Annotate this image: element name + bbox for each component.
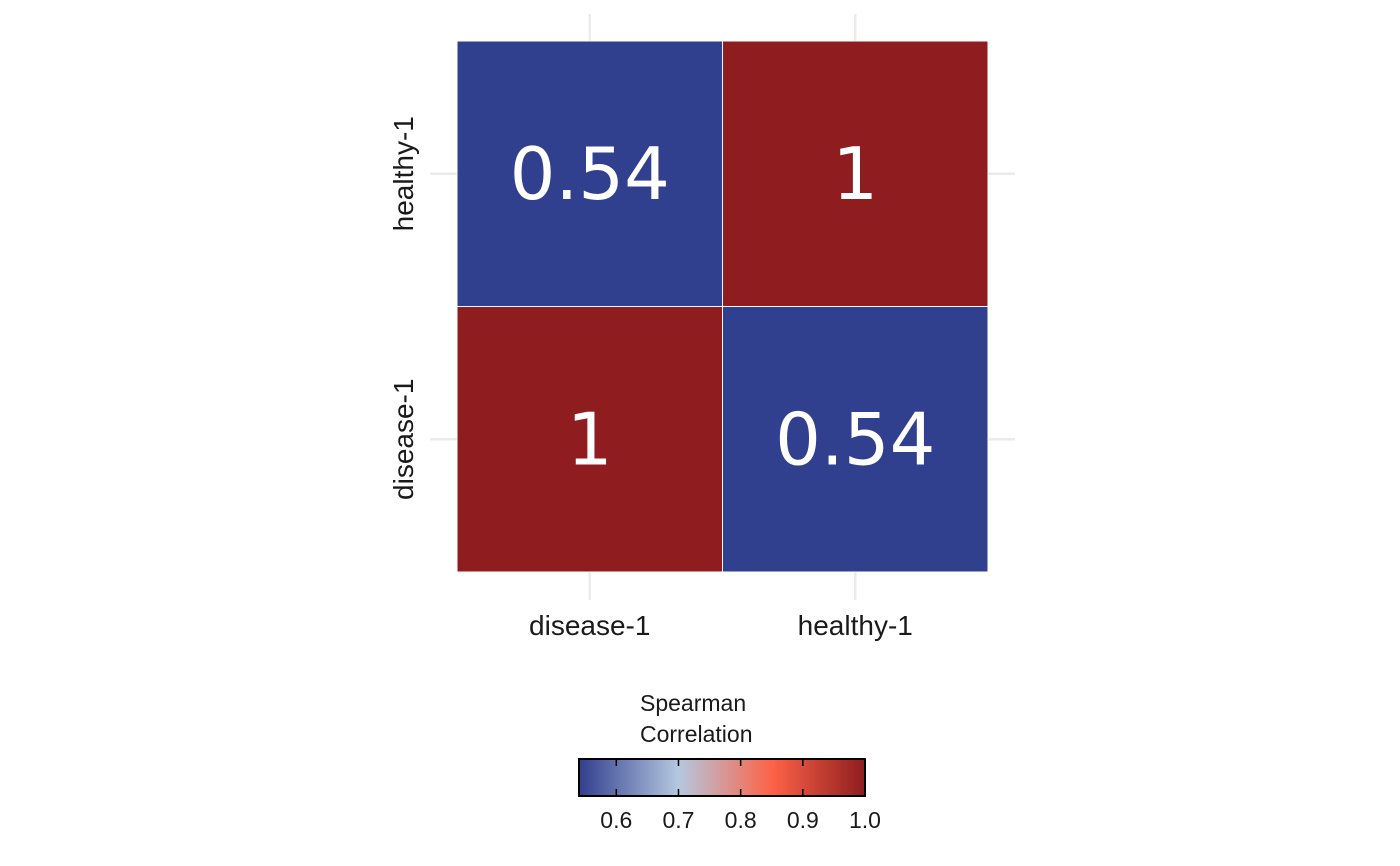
legend-title: Spearman Correlation — [640, 690, 753, 747]
y-tick-label: healthy-1 — [388, 116, 419, 231]
colorbar — [578, 758, 866, 797]
heatmap-cell — [456, 40, 723, 307]
x-tick-label: disease-1 — [529, 610, 650, 641]
heatmap-cell — [722, 40, 989, 307]
colorbar-tick-label: 0.7 — [662, 807, 694, 833]
heatmap-cell — [722, 306, 989, 573]
colorbar-legend: 0.6 0.7 0.8 0.9 1.0 — [578, 758, 881, 833]
x-axis: disease-1 healthy-1 — [529, 610, 913, 641]
cell-labels: 1 0.54 0.54 1 — [510, 132, 936, 482]
y-axis: disease-1 healthy-1 — [388, 116, 419, 500]
cell-value-label: 0.54 — [510, 132, 670, 216]
colorbar-tick-label: 0.6 — [600, 807, 632, 833]
colorbar-tick-label: 0.8 — [725, 807, 757, 833]
cell-value-label: 1 — [567, 397, 613, 481]
heatmap-cells — [456, 40, 989, 573]
colorbar-tick-label: 0.9 — [787, 807, 819, 833]
cell-value-label: 0.54 — [775, 397, 935, 481]
cell-value-label: 1 — [832, 132, 878, 216]
heatmap-cell — [456, 306, 723, 573]
x-tick-label: healthy-1 — [798, 610, 913, 641]
y-tick-label: disease-1 — [388, 379, 419, 500]
colorbar-tick-label: 1.0 — [849, 807, 881, 833]
